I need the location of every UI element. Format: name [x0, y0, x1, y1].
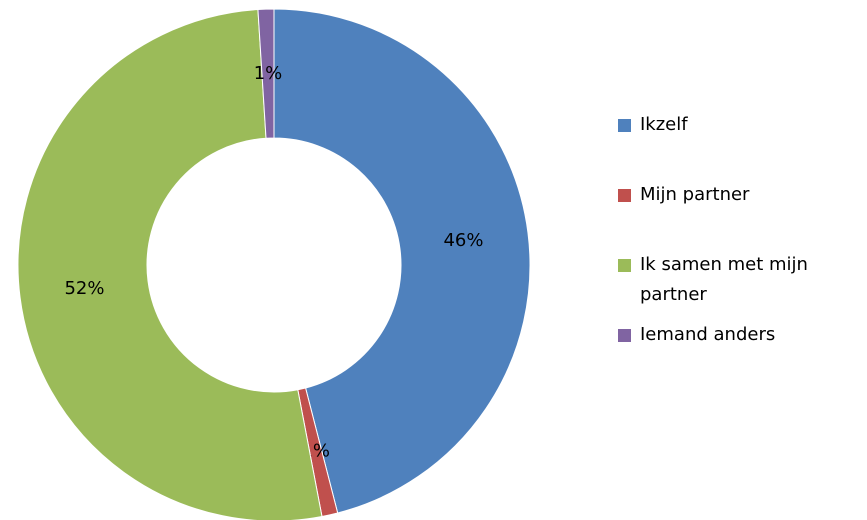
- donut-slice: [273, 8, 531, 514]
- legend-swatch: [618, 259, 631, 272]
- legend-swatch: [618, 189, 631, 202]
- legend-label: Mijn partner: [640, 184, 750, 205]
- legend-label: Ikzelf: [640, 114, 688, 135]
- legend-item: Iemand anders: [618, 320, 858, 350]
- legend-swatch: [618, 329, 631, 342]
- legend-swatch: [618, 119, 631, 132]
- legend-label: Iemand anders: [640, 324, 776, 345]
- donut-slice: [257, 8, 275, 139]
- data-label: 52%: [64, 278, 104, 299]
- legend-item: Mijn partner: [618, 180, 858, 210]
- data-label: 1%: [254, 63, 283, 84]
- donut-slice: [17, 8, 323, 520]
- legend-label: Ik samen met mijn partner: [640, 254, 808, 305]
- data-label: 46%: [443, 230, 483, 251]
- legend-item: Ikzelf: [618, 110, 858, 140]
- legend: Ikzelf Mijn partner Ik samen met mijn part…: [618, 110, 858, 390]
- legend-item: Ik samen met mijn partner: [618, 250, 858, 310]
